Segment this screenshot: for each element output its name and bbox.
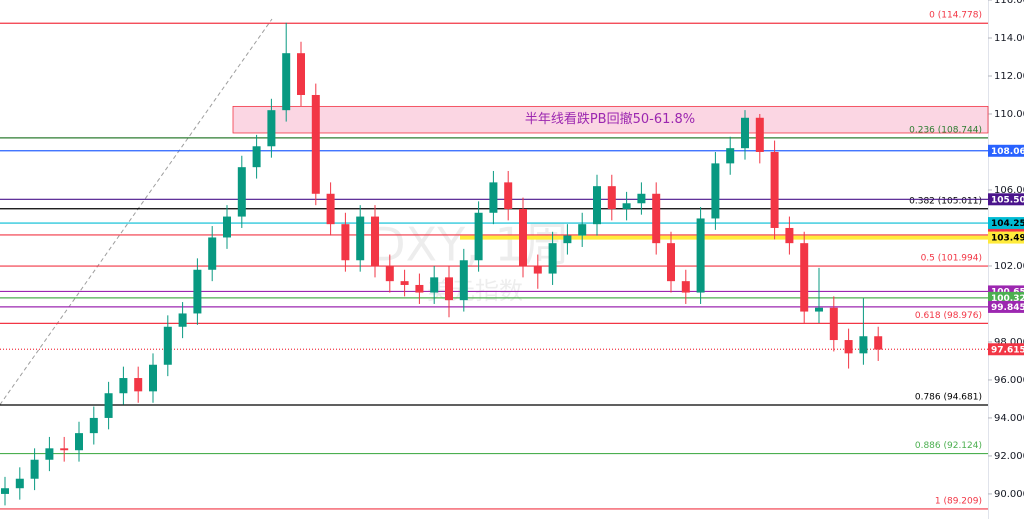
candle-body [815,307,823,312]
candle-body [75,433,83,451]
price-tag-label: 100.321 [991,294,1024,304]
candle-body [30,459,39,479]
candle-body [356,216,365,261]
candle-body [252,146,261,168]
candle-body [785,227,794,244]
candle-body [859,336,868,354]
candle-body [193,269,202,314]
fib-label: 0.382 (105.011) [909,196,982,206]
candle-body [415,284,424,293]
price-tag-label: 108.063 [991,147,1024,157]
candle-body [519,208,527,266]
candle-body [326,193,335,225]
price-tag [988,231,1024,244]
y-tick-label: 110.000 [994,109,1024,120]
candle-body [607,186,616,209]
candle-body [178,313,187,327]
price-tag [988,144,1024,157]
y-tick-label: 90.000 [994,489,1024,500]
zone [232,105,989,134]
fib-label: 0.236 (108.744) [909,125,982,135]
price-tag [988,300,1024,313]
candle-body [15,478,24,489]
candle-body [208,237,217,270]
candle-body [89,417,98,434]
price-tag-label: 97.615 [991,345,1024,355]
candle-body [311,94,320,194]
candle-body [711,163,720,219]
watermark: DXY, 1周 [370,218,570,272]
candle-body [652,193,661,244]
candle-body [400,281,409,285]
fib-label: 0.786 (94.681) [915,392,982,402]
candle-body [533,265,542,274]
fib-label: 0 (114.778) [929,11,982,21]
fib-label: 0.5 (101.994) [921,254,982,264]
y-tick-label: 96.000 [994,375,1024,386]
y-tick-label: 94.000 [994,413,1024,424]
candle-body [844,340,853,354]
candle-body [149,364,157,392]
candle-body [667,243,675,282]
candle-body [163,326,172,365]
candle-body [800,243,809,312]
candle-body [741,117,749,149]
candle-body [385,265,394,282]
price-tag-label: 105.509 [991,195,1024,205]
candle-body [637,193,646,204]
candle-body [548,243,557,274]
candle-body [622,203,631,209]
y-tick-label: 112.000 [994,71,1024,82]
candle-body [489,182,498,213]
candle-body [474,212,483,261]
zone-label: 半年线看跌PB回撤50-61.8% [525,111,695,127]
price-tag [988,193,1024,206]
candle-body [459,260,468,301]
y-tick-label: 106.000 [994,185,1024,196]
candle-body [282,53,291,111]
candle-body [371,216,379,266]
candle-body [60,448,69,451]
candle-body [134,378,143,392]
candle-body [874,336,883,350]
y-tick-label: 102.000 [994,261,1024,272]
candle-body [770,151,779,228]
price-tag [988,291,1024,304]
candle-body [223,216,231,238]
y-tick-label: 116.000 [994,0,1024,6]
y-tick-label: 114.000 [994,33,1024,44]
candle-body [593,186,601,225]
candle-body [297,53,305,95]
candle-body [504,182,513,209]
fib-label: 0.618 (98.976) [915,311,982,321]
price-tag-label: 104.257 [991,219,1024,229]
candle-body [726,148,735,164]
price-tag [988,217,1024,230]
candle-body [445,277,453,301]
candle-body [696,218,705,293]
candle-body [1,488,9,494]
price-tag-label: 103.494 [991,234,1024,244]
candle-body [829,307,838,341]
candle-body [267,110,276,147]
candle-body [104,393,113,418]
fib-label: 0.886 (92.124) [915,441,982,451]
candle-body [341,224,350,261]
candle-body [119,378,128,394]
candle-body [755,117,764,152]
price-tag [988,343,1024,356]
y-tick-label: 92.000 [994,451,1024,462]
y-tick-label: 98.000 [994,337,1024,348]
candle-body [237,167,246,217]
fib-label: 1 (89.209) [935,496,982,506]
candle-body [681,281,690,293]
trendline [0,18,273,405]
candle-body [563,235,572,244]
price-tag-label: 99.845 [991,303,1024,313]
candle-body [578,224,587,236]
candle-body [430,277,439,293]
candle-body [45,448,54,460]
